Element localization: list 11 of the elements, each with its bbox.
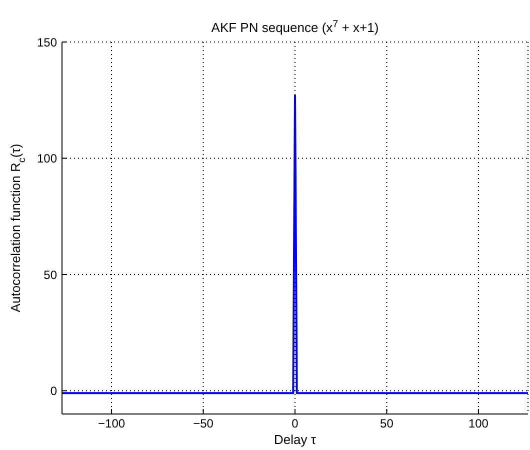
y-tick-label: 50 xyxy=(44,268,58,282)
x-tick-label: −100 xyxy=(98,416,126,431)
x-axis-title: Delay τ xyxy=(274,432,317,447)
y-tick-label: 100 xyxy=(36,152,58,166)
x-tick-label: 0 xyxy=(292,416,299,431)
chart-title: AKF PN sequence (x$^{7}$ + x+1) xyxy=(211,19,379,35)
x-tick-label: −50 xyxy=(193,416,214,431)
y-tick-label: 150 xyxy=(36,35,58,50)
x-tick-label: 100 xyxy=(468,416,489,431)
y-tick-label: 0 xyxy=(50,384,58,398)
x-tick-label: 50 xyxy=(380,416,394,431)
